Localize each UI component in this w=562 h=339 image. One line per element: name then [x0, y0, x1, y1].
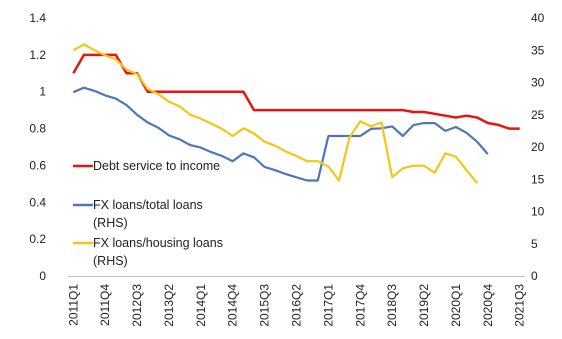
x-tick-label: 2015Q3 [258, 284, 272, 327]
x-tick-label: 2018Q3 [385, 284, 399, 327]
legend-label-3: FX loans/housing loans [93, 236, 223, 250]
x-tick-label: 2020Q1 [449, 284, 463, 327]
x-tick-label: 2017Q4 [353, 284, 367, 327]
legend-label-3: (RHS) [93, 254, 128, 268]
series-line-3 [72, 43, 479, 184]
y-right-tick-label: 35 [531, 43, 545, 57]
y-right-tick-label: 5 [531, 237, 538, 251]
x-tick-label: 2020Q4 [481, 284, 495, 327]
y-left-tick-label: 1.4 [29, 11, 46, 25]
x-tick-label: 2011Q1 [66, 284, 80, 326]
x-tick-label: 2011Q4 [98, 284, 112, 326]
legend-label-1: Debt service to income [93, 159, 220, 173]
y-left-tick-label: 0 [39, 269, 46, 283]
x-tick-label: 2014Q4 [226, 284, 240, 327]
x-tick-label: 2012Q3 [130, 284, 144, 327]
y-left-tick-label: 0.6 [29, 158, 46, 172]
y-right-tick-label: 10 [531, 205, 545, 219]
y-left-tick-label: 1 [39, 85, 46, 99]
series-line-2 [72, 86, 489, 182]
y-left-tick-label: 1.2 [29, 48, 46, 62]
y-right-tick-label: 25 [531, 108, 545, 122]
y-right-tick-label: 0 [531, 269, 538, 283]
x-tick-label: 2019Q2 [417, 284, 431, 327]
y-left-tick-label: 0.2 [29, 232, 46, 246]
x-tick-label: 2016Q2 [290, 284, 304, 327]
axes-layer: 2011Q1 2011Q4 2012Q3 2013Q2 2014Q1 2014Q4 2015… [29, 11, 544, 327]
x-tick-label: 2014Q1 [194, 284, 208, 327]
x-tick-label: 2013Q2 [162, 284, 176, 327]
y-right-tick-label: 20 [531, 140, 545, 154]
legend-label-2: FX loans/total loans [93, 198, 203, 212]
series-line-1 [72, 53, 520, 130]
y-right-tick-label: 40 [531, 11, 545, 25]
y-right-tick-label: 30 [531, 76, 545, 90]
y-right-tick-label: 15 [531, 172, 545, 186]
x-tick-label: 2017Q1 [321, 284, 335, 327]
series-layer [72, 43, 520, 184]
x-tick-label: 2021Q3 [513, 284, 527, 327]
legend-label-2: (RHS) [93, 216, 128, 230]
legend: Debt service to income FX loans/total loa… [73, 159, 223, 268]
y-left-tick-label: 0.4 [29, 195, 46, 209]
y-left-tick-label: 0.8 [29, 122, 46, 136]
